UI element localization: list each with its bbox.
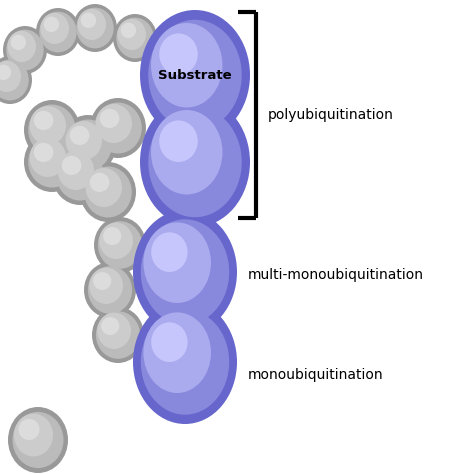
Ellipse shape: [89, 268, 123, 304]
Ellipse shape: [0, 60, 29, 100]
Ellipse shape: [65, 121, 102, 160]
Ellipse shape: [40, 13, 69, 44]
Ellipse shape: [144, 312, 211, 393]
Ellipse shape: [100, 109, 119, 128]
Ellipse shape: [60, 115, 116, 175]
Ellipse shape: [24, 132, 80, 192]
Ellipse shape: [70, 126, 90, 145]
Ellipse shape: [11, 35, 26, 50]
Ellipse shape: [0, 61, 21, 92]
Ellipse shape: [62, 156, 82, 175]
Ellipse shape: [151, 232, 188, 272]
Ellipse shape: [101, 317, 119, 335]
Ellipse shape: [44, 17, 59, 32]
Ellipse shape: [8, 407, 68, 473]
Ellipse shape: [144, 222, 211, 303]
Ellipse shape: [84, 262, 136, 318]
Ellipse shape: [116, 18, 154, 58]
Ellipse shape: [29, 106, 66, 145]
Ellipse shape: [121, 23, 136, 38]
Ellipse shape: [94, 217, 146, 273]
Ellipse shape: [148, 20, 242, 130]
Ellipse shape: [141, 310, 229, 415]
Ellipse shape: [84, 166, 132, 218]
Ellipse shape: [96, 104, 132, 143]
Ellipse shape: [133, 300, 237, 424]
Ellipse shape: [14, 414, 53, 456]
Ellipse shape: [90, 98, 146, 158]
Ellipse shape: [81, 13, 96, 28]
Ellipse shape: [8, 31, 36, 62]
Ellipse shape: [159, 120, 198, 162]
Ellipse shape: [28, 137, 76, 188]
Ellipse shape: [56, 149, 104, 201]
Ellipse shape: [140, 97, 250, 227]
Text: polyubiquitination: polyubiquitination: [268, 108, 394, 122]
Ellipse shape: [28, 104, 76, 155]
Ellipse shape: [133, 210, 237, 334]
Ellipse shape: [90, 173, 109, 192]
Text: monoubiquitination: monoubiquitination: [248, 368, 383, 382]
Ellipse shape: [92, 307, 144, 363]
Ellipse shape: [99, 223, 133, 259]
Ellipse shape: [151, 110, 222, 194]
Ellipse shape: [52, 145, 108, 205]
Ellipse shape: [80, 162, 136, 222]
Ellipse shape: [93, 272, 111, 290]
Ellipse shape: [151, 322, 188, 362]
Ellipse shape: [97, 312, 131, 349]
Ellipse shape: [36, 8, 80, 56]
Ellipse shape: [141, 219, 229, 325]
Ellipse shape: [12, 412, 64, 468]
Ellipse shape: [98, 221, 142, 269]
Ellipse shape: [77, 9, 106, 40]
Ellipse shape: [3, 26, 47, 74]
Ellipse shape: [140, 10, 250, 140]
Ellipse shape: [76, 8, 114, 48]
Ellipse shape: [24, 100, 80, 160]
Ellipse shape: [6, 29, 44, 71]
Text: Substrate: Substrate: [158, 69, 232, 82]
Ellipse shape: [118, 19, 146, 50]
Ellipse shape: [39, 11, 77, 53]
Ellipse shape: [88, 266, 132, 314]
Ellipse shape: [86, 168, 122, 207]
Ellipse shape: [64, 119, 112, 171]
Ellipse shape: [34, 143, 54, 162]
Ellipse shape: [0, 64, 11, 80]
Ellipse shape: [18, 419, 39, 440]
Ellipse shape: [96, 311, 140, 359]
Ellipse shape: [151, 23, 222, 108]
Ellipse shape: [58, 151, 94, 190]
Ellipse shape: [73, 4, 117, 52]
Ellipse shape: [34, 111, 54, 130]
Text: multi-monoubiquitination: multi-monoubiquitination: [248, 268, 424, 282]
Ellipse shape: [0, 56, 32, 104]
Ellipse shape: [148, 107, 242, 217]
Ellipse shape: [159, 33, 198, 75]
Ellipse shape: [113, 14, 157, 62]
Ellipse shape: [94, 102, 142, 154]
Ellipse shape: [103, 227, 121, 245]
Ellipse shape: [29, 138, 66, 177]
